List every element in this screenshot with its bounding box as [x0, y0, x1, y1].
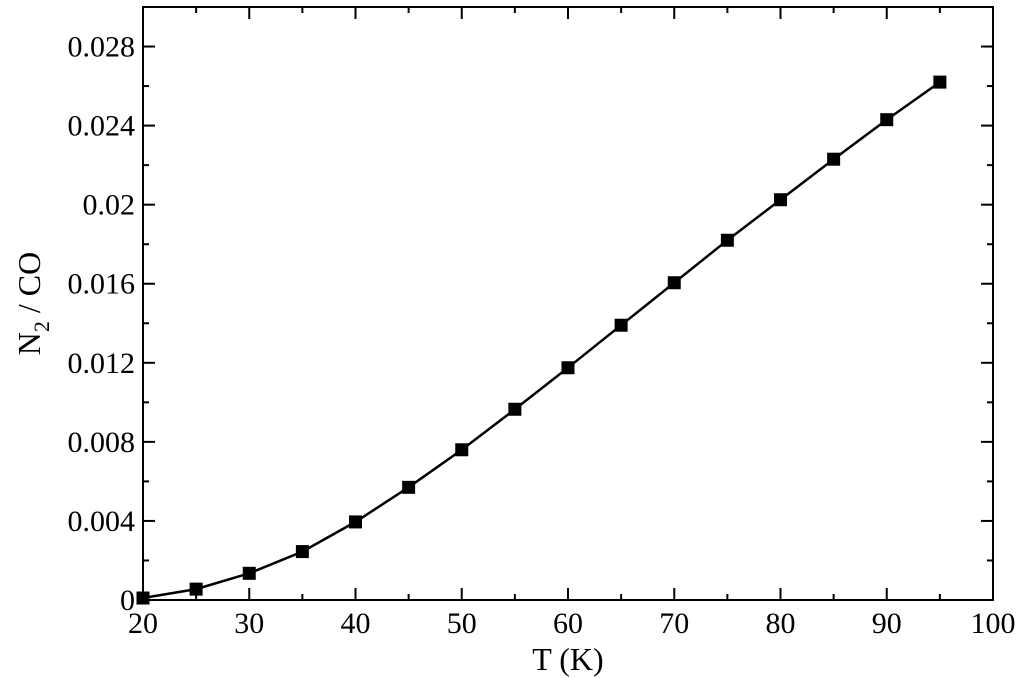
x-tick-label: 50 — [447, 607, 477, 640]
y-axis-label: N2 / CO — [11, 252, 54, 355]
y-tick-label: 0.016 — [68, 268, 136, 301]
data-point — [774, 193, 787, 207]
data-point — [189, 582, 203, 596]
x-tick-label: 60 — [553, 607, 583, 640]
y-tick-label: 0.024 — [68, 110, 136, 143]
data-point — [402, 480, 416, 494]
data-point — [827, 152, 841, 166]
data-point — [455, 443, 469, 457]
x-tick-label: 70 — [659, 607, 689, 640]
data-point — [508, 402, 522, 416]
axis-ticks — [142, 6, 994, 601]
series-group — [136, 75, 947, 605]
x-tick-label: 80 — [766, 607, 796, 640]
y-tick-label: 0.028 — [68, 31, 136, 64]
x-tick-label: 20 — [128, 607, 158, 640]
y-axis-label-main: N — [11, 332, 47, 355]
data-point — [614, 318, 628, 332]
y-tick-label: 0.008 — [68, 426, 136, 459]
y-tick-label: 0.02 — [83, 189, 136, 222]
y-tick-label: 0.004 — [68, 505, 136, 538]
y-tick-label: 0 — [120, 584, 135, 617]
x-tick-label: 30 — [234, 607, 264, 640]
x-tick-label: 90 — [872, 607, 902, 640]
y-tick-label: 0.012 — [68, 347, 136, 380]
data-point — [561, 361, 575, 375]
data-point — [349, 515, 362, 529]
x-axis-label: T (K) — [532, 641, 603, 677]
axis-tick-labels: 20 30 40 50 60 70 80 90 100 0 0.004 0.008 0.012 0.016… — [68, 31, 1016, 640]
data-point — [880, 113, 894, 127]
data-point — [667, 276, 681, 290]
data-point — [933, 75, 947, 89]
data-point — [720, 233, 734, 247]
series-line — [142, 81, 941, 600]
data-point — [295, 545, 309, 559]
plot-frame — [142, 6, 994, 601]
y-axis-label-subscript: 2 — [29, 321, 54, 332]
data-point — [242, 566, 256, 580]
x-tick-label: 40 — [341, 607, 371, 640]
y-axis-label-rest: / CO — [11, 252, 47, 321]
x-tick-label: 100 — [971, 607, 1016, 640]
